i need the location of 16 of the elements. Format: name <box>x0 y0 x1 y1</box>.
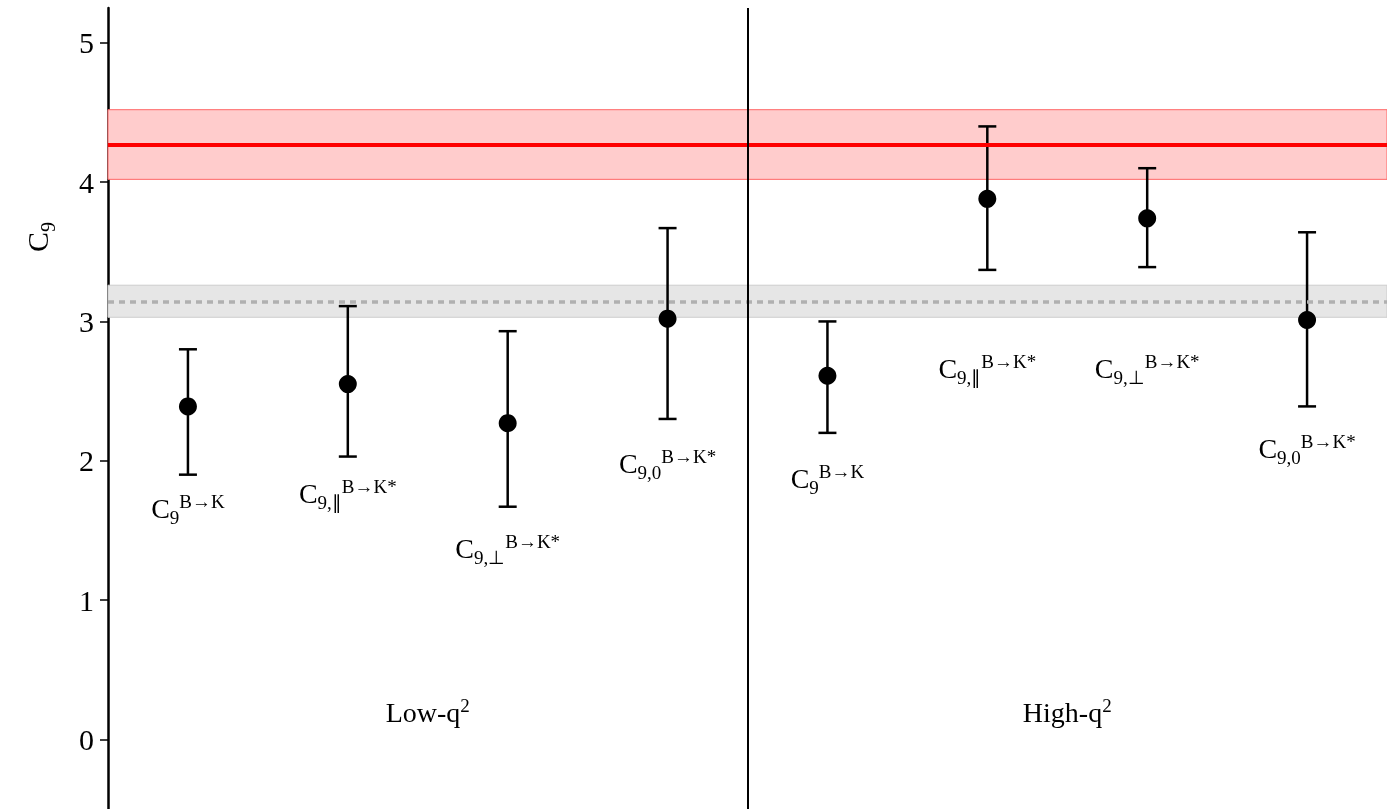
y-tick-label: 4 <box>79 165 94 199</box>
point <box>818 366 837 385</box>
point <box>658 309 677 328</box>
point <box>1298 311 1317 330</box>
annotation: Low-q$^{2}$ <box>385 694 470 730</box>
y-tick-label: 2 <box>79 444 94 478</box>
annotation: High-q$^{2}$ <box>1022 694 1112 730</box>
point <box>338 375 357 394</box>
y-tick-label: 1 <box>79 583 94 617</box>
point <box>178 397 197 416</box>
point <box>978 189 997 208</box>
point <box>1138 209 1157 228</box>
point <box>498 414 517 433</box>
y-tick-label: 5 <box>79 26 94 60</box>
y-tick-label: 3 <box>79 304 94 338</box>
y-tick-label: 0 <box>79 722 94 756</box>
